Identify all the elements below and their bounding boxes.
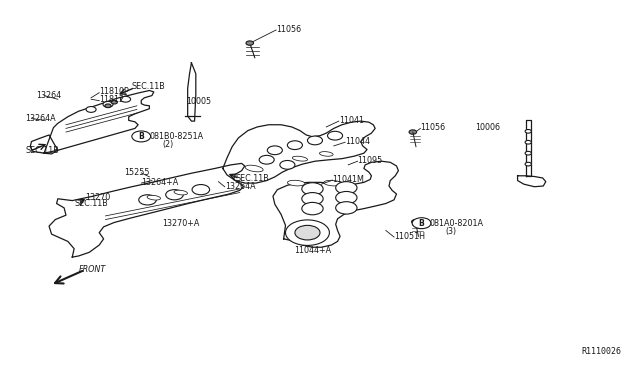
Polygon shape (44, 90, 154, 154)
Text: 11095: 11095 (358, 156, 383, 165)
Circle shape (525, 129, 531, 133)
Circle shape (166, 190, 183, 200)
Circle shape (246, 41, 253, 45)
Ellipse shape (290, 229, 306, 234)
Text: SEC.11B: SEC.11B (25, 146, 59, 155)
Circle shape (525, 141, 531, 144)
Text: (3): (3) (445, 227, 456, 236)
Polygon shape (30, 135, 58, 153)
Text: 11812: 11812 (99, 96, 124, 105)
Circle shape (105, 104, 111, 108)
Circle shape (336, 192, 357, 204)
Text: 13264: 13264 (36, 91, 61, 100)
Text: SEC.11B: SEC.11B (74, 199, 108, 208)
Text: SEC.11B: SEC.11B (236, 174, 269, 183)
Text: 11056: 11056 (276, 25, 301, 34)
Text: (2): (2) (162, 140, 173, 148)
Polygon shape (273, 161, 398, 247)
Text: 081B0-8251A: 081B0-8251A (149, 132, 204, 141)
Text: 10006: 10006 (476, 123, 500, 132)
Text: R1110026: R1110026 (581, 347, 621, 356)
Circle shape (120, 96, 131, 102)
Text: 13264A: 13264A (225, 182, 255, 190)
Ellipse shape (292, 156, 308, 161)
Circle shape (336, 182, 357, 194)
Text: 13270+A: 13270+A (162, 219, 199, 228)
Circle shape (111, 100, 117, 104)
Circle shape (307, 136, 323, 145)
Polygon shape (223, 121, 375, 183)
Circle shape (525, 151, 531, 155)
Circle shape (103, 102, 113, 107)
Polygon shape (49, 163, 244, 257)
Text: SEC.11B: SEC.11B (132, 82, 166, 92)
Circle shape (192, 185, 210, 195)
Text: 11041M: 11041M (333, 175, 364, 184)
Circle shape (336, 202, 357, 214)
Circle shape (302, 202, 323, 215)
Polygon shape (188, 63, 196, 121)
Circle shape (302, 183, 323, 195)
Text: B: B (138, 132, 144, 141)
Ellipse shape (287, 180, 305, 186)
Circle shape (287, 141, 303, 150)
Circle shape (295, 225, 320, 240)
Ellipse shape (319, 152, 333, 156)
Text: B: B (419, 219, 424, 228)
Ellipse shape (324, 180, 341, 186)
Ellipse shape (147, 195, 161, 200)
Text: 11056: 11056 (420, 123, 445, 132)
Circle shape (285, 220, 330, 246)
Circle shape (132, 131, 150, 142)
Text: 11044+A: 11044+A (294, 246, 331, 256)
Circle shape (302, 193, 323, 205)
Circle shape (412, 219, 419, 224)
Text: 081A0-8201A: 081A0-8201A (430, 219, 484, 228)
Text: 11810P: 11810P (99, 87, 129, 96)
Circle shape (412, 218, 431, 229)
Circle shape (139, 195, 156, 205)
Polygon shape (518, 176, 546, 187)
Ellipse shape (174, 190, 188, 195)
Polygon shape (525, 121, 531, 176)
Text: 11051H: 11051H (394, 232, 425, 241)
Text: FRONT: FRONT (79, 264, 106, 274)
Circle shape (525, 162, 531, 166)
Circle shape (409, 130, 417, 134)
Text: 13264A: 13264A (25, 114, 56, 123)
Text: 11044: 11044 (345, 137, 370, 146)
Text: 13270: 13270 (85, 193, 111, 202)
Circle shape (259, 155, 274, 164)
Text: 13264+A: 13264+A (141, 178, 179, 187)
Circle shape (268, 146, 282, 155)
Circle shape (86, 106, 96, 112)
Circle shape (280, 160, 295, 169)
Text: 11041: 11041 (339, 116, 364, 125)
Text: 10005: 10005 (186, 97, 212, 106)
Circle shape (328, 131, 342, 140)
Ellipse shape (245, 165, 263, 172)
Text: 15255: 15255 (124, 168, 150, 177)
